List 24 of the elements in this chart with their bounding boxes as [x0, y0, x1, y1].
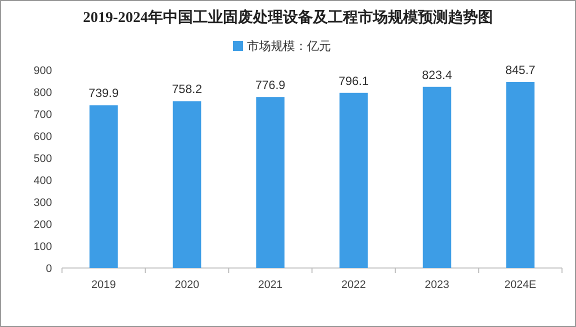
y-tick-label: 100: [34, 241, 52, 253]
y-tick-label: 300: [34, 197, 52, 209]
y-tick-label: 400: [34, 175, 52, 187]
x-tick-label: 2024E: [504, 279, 536, 291]
x-tick-label: 2019: [91, 279, 116, 291]
data-label: 758.2: [172, 82, 202, 96]
x-tick-label: 2020: [174, 279, 200, 291]
data-label: 823.4: [422, 68, 452, 82]
y-tick-label: 900: [34, 65, 52, 77]
data-label: 776.9: [255, 78, 286, 92]
data-label: 796.1: [338, 74, 370, 88]
chart-title: 2019-2024年中国工业固废处理设备及工程市场规模预测趋势图: [83, 8, 493, 26]
y-tick-label: 500: [34, 153, 52, 165]
y-tick-label: 800: [34, 87, 52, 99]
x-tick-label: 2023: [424, 279, 450, 291]
legend-label: 市场规模：亿元: [247, 39, 331, 53]
data-label: 739.9: [88, 86, 120, 100]
x-tick-label: 2022: [341, 279, 366, 291]
data-label: 845.7: [505, 62, 536, 77]
y-tick-label: 200: [34, 219, 52, 231]
x-tick-label: 2021: [258, 279, 283, 291]
y-tick-label: 600: [34, 131, 52, 143]
y-tick-label: 700: [34, 109, 52, 121]
y-tick-label: 0: [46, 263, 52, 275]
